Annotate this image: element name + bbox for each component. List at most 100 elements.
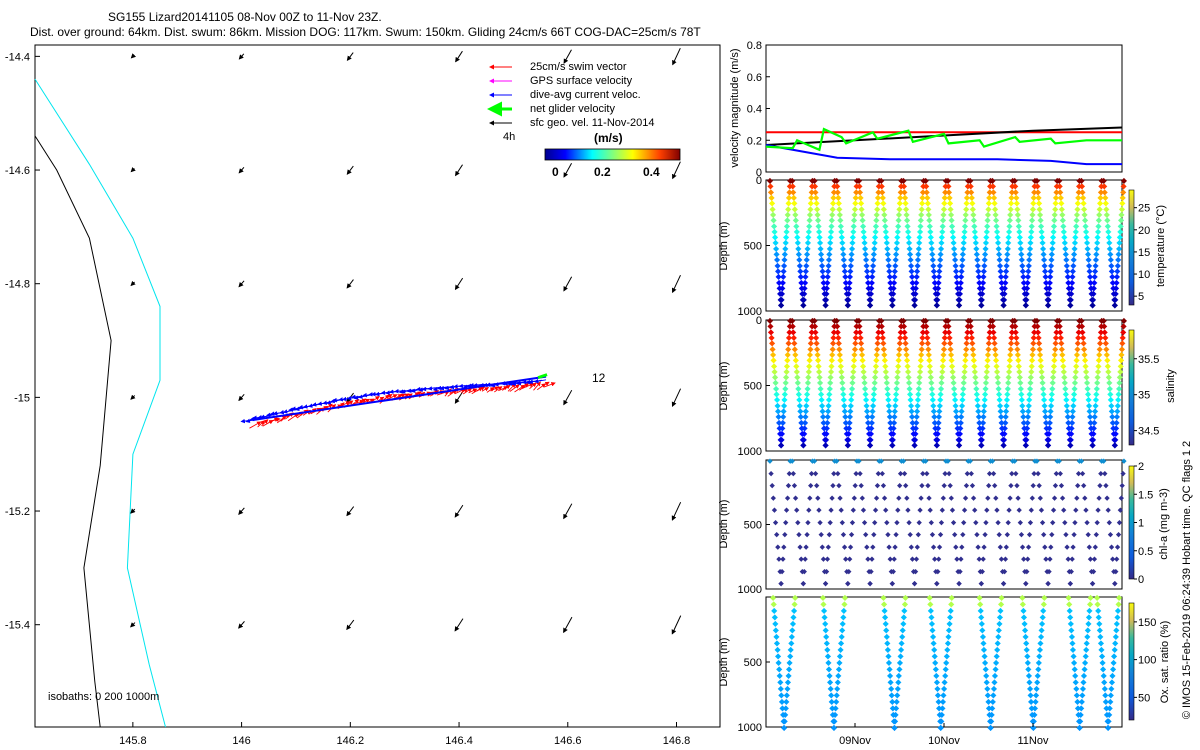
swim-vector bbox=[271, 417, 281, 422]
profile-marker: ◆ bbox=[984, 361, 991, 370]
profile-marker: ◆ bbox=[1118, 210, 1125, 219]
profile-marker: ◆ bbox=[999, 593, 1006, 602]
profile-marker: ◆ bbox=[848, 261, 855, 270]
profile-marker: ◆ bbox=[1121, 457, 1127, 465]
geostrophic-arrow bbox=[130, 166, 136, 173]
profile-marker: ◆ bbox=[891, 717, 898, 726]
profile-marker: ◆ bbox=[776, 665, 783, 674]
profile-marker: ◆ bbox=[773, 244, 780, 253]
profile-marker: ◆ bbox=[1023, 300, 1030, 309]
profile-marker: ◆ bbox=[776, 272, 783, 281]
profile-marker: ◆ bbox=[807, 216, 814, 225]
profile-marker: ◆ bbox=[1069, 423, 1076, 432]
profile-marker: ◆ bbox=[960, 390, 967, 399]
profile-marker: ◆ bbox=[1107, 250, 1114, 259]
profile-marker: ◆ bbox=[875, 339, 882, 348]
profile-marker: ◆ bbox=[784, 221, 791, 230]
profile-marker: ◆ bbox=[1109, 543, 1115, 551]
profile-marker: ◆ bbox=[1048, 401, 1055, 410]
profile-marker: ◆ bbox=[1061, 373, 1068, 382]
profile-marker: ◆ bbox=[865, 412, 872, 421]
profile-marker: ◆ bbox=[958, 272, 965, 281]
profile-marker: ◆ bbox=[867, 435, 874, 444]
profile-marker: ◆ bbox=[1071, 244, 1078, 253]
profile-marker: ◆ bbox=[849, 250, 856, 259]
map-ticks: 145.8 146 146.2 146.4 146.6 146.8-14.4-14.6-1… bbox=[5, 51, 690, 747]
profile-marker: ◆ bbox=[946, 327, 953, 336]
profile-marker: ◆ bbox=[1087, 407, 1094, 416]
colorbar-tick-label: 1 bbox=[1138, 518, 1144, 530]
profile-marker: ◆ bbox=[951, 244, 958, 253]
profile-marker: ◆ bbox=[1029, 216, 1036, 225]
profile-marker: ◆ bbox=[790, 327, 797, 336]
profile-marker: ◆ bbox=[1083, 233, 1090, 242]
profile-marker: ◆ bbox=[771, 606, 778, 615]
profile-marker: ◆ bbox=[937, 543, 943, 551]
profile-marker: ◆ bbox=[1031, 187, 1038, 196]
profile-marker: ◆ bbox=[799, 423, 806, 432]
profile-marker: ◆ bbox=[949, 367, 956, 376]
profile-marker: ◆ bbox=[953, 267, 960, 276]
profile-marker: ◆ bbox=[1071, 531, 1077, 539]
profile-marker: ◆ bbox=[1110, 555, 1116, 563]
profile-marker: ◆ bbox=[792, 344, 799, 353]
profile-marker: ◆ bbox=[1015, 350, 1022, 359]
profile-marker: ◆ bbox=[1015, 356, 1022, 365]
profile-marker: ◆ bbox=[867, 295, 874, 304]
profile-marker: ◆ bbox=[851, 506, 857, 514]
profile-marker: ◆ bbox=[1007, 350, 1014, 359]
profile-marker: ◆ bbox=[1023, 440, 1030, 449]
profile-marker: ◆ bbox=[973, 518, 979, 526]
profile-marker: ◆ bbox=[889, 440, 896, 449]
profile-marker: ◆ bbox=[812, 187, 819, 196]
profile-marker: ◆ bbox=[1121, 322, 1128, 331]
profile-marker: ◆ bbox=[952, 395, 959, 404]
profile-marker: ◆ bbox=[893, 710, 900, 719]
profile-marker: ◆ bbox=[851, 210, 858, 219]
profile-marker: ◆ bbox=[771, 600, 778, 609]
profile-marker: ◆ bbox=[901, 187, 908, 196]
profile-marker: ◆ bbox=[1000, 567, 1006, 575]
profile-marker: ◆ bbox=[834, 316, 841, 325]
velocity-ytick-label: 0.4 bbox=[747, 104, 762, 116]
profile-marker: ◆ bbox=[840, 250, 847, 259]
profile-marker: ◆ bbox=[1042, 401, 1049, 410]
profile-marker: ◆ bbox=[907, 250, 914, 259]
profile-marker: ◆ bbox=[1093, 390, 1100, 399]
profile-marker: ◆ bbox=[979, 619, 986, 628]
profile-marker: ◆ bbox=[1020, 412, 1027, 421]
profile-marker: ◆ bbox=[1018, 384, 1025, 393]
profile-marker: ◆ bbox=[773, 626, 780, 635]
profile-marker: ◆ bbox=[815, 494, 821, 502]
profile-marker: ◆ bbox=[891, 272, 898, 281]
profile-marker: ◆ bbox=[939, 710, 946, 719]
profile-marker: ◆ bbox=[789, 632, 796, 641]
profile-marker: ◆ bbox=[978, 295, 985, 304]
profile-marker: ◆ bbox=[1048, 261, 1055, 270]
profile-marker: ◆ bbox=[857, 469, 863, 477]
profile-marker: ◆ bbox=[1008, 482, 1014, 490]
profile-marker: ◆ bbox=[872, 238, 879, 247]
profile-marker: ◆ bbox=[838, 361, 845, 370]
profile-marker: ◆ bbox=[829, 216, 836, 225]
profile-marker: ◆ bbox=[820, 267, 827, 276]
profile-marker: ◆ bbox=[983, 671, 990, 680]
profile-marker: ◆ bbox=[1079, 691, 1086, 700]
profile-marker: ◆ bbox=[853, 193, 860, 202]
profile-marker: ◆ bbox=[914, 412, 921, 421]
profile-marker: ◆ bbox=[911, 435, 918, 444]
profile-marker: ◆ bbox=[989, 316, 996, 325]
profile-marker: ◆ bbox=[1040, 244, 1047, 253]
profile-marker: ◆ bbox=[1017, 378, 1024, 387]
profile-marker: ◆ bbox=[1001, 580, 1007, 588]
profile-marker: ◆ bbox=[985, 216, 992, 225]
profile-marker: ◆ bbox=[788, 457, 794, 465]
profile-marker: ◆ bbox=[960, 384, 967, 393]
profile-marker: ◆ bbox=[1084, 378, 1091, 387]
profile-marker: ◆ bbox=[856, 182, 863, 191]
profile-marker: ◆ bbox=[993, 216, 1000, 225]
profile-marker: ◆ bbox=[851, 361, 858, 370]
profile-marker: ◆ bbox=[1073, 684, 1080, 693]
profile-marker: ◆ bbox=[778, 435, 785, 444]
colorbar-tick-label: 15 bbox=[1138, 247, 1150, 259]
